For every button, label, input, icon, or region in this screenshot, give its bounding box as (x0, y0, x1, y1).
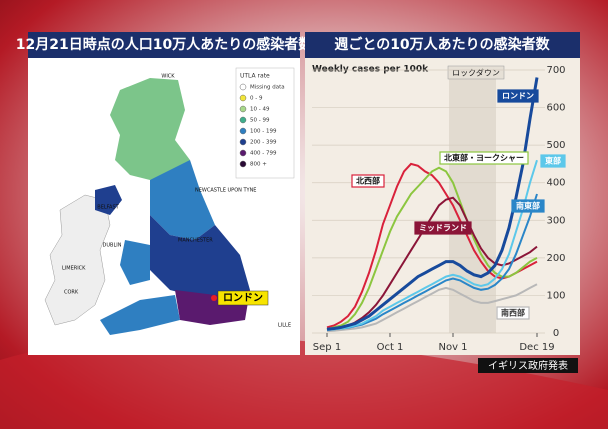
series-line (326, 77, 539, 331)
legend-label: 10 - 49 (250, 107, 270, 113)
y-tick-label: 500 (546, 140, 565, 151)
x-tick-label: Oct 1 (377, 342, 404, 353)
source-box (478, 358, 578, 373)
north-england (150, 160, 215, 240)
series-label-box (414, 221, 472, 235)
legend-swatch (239, 116, 247, 124)
x-tick-label: Nov 1 (438, 342, 467, 353)
plot: 0 100 200 300 400 500 600 700 Sep 1 Oct 1 Nov 1 Dec… (312, 65, 566, 353)
series-label: 北西部 (356, 176, 380, 186)
y-tick-label: 0 (553, 328, 559, 339)
place-label: LILLE (278, 323, 291, 329)
series-line (326, 166, 538, 331)
northern-ireland (95, 185, 122, 215)
series-label: 北東部・ヨークシャー (444, 153, 524, 163)
background-swoosh (0, 336, 608, 429)
series-label: ロンドン (502, 92, 534, 101)
series-label-box (540, 154, 566, 168)
legend-swatch (239, 94, 247, 102)
legend-label: 0 - 9 (250, 96, 263, 102)
annotation: ロックダウン (452, 68, 500, 78)
legend-label: Missing data (250, 85, 285, 91)
series-label: 南東部 (516, 201, 540, 211)
london-marker (211, 295, 217, 301)
map-legend: UTLA rate Missing data 0 - 9 10 - 49 50 - 9… (235, 67, 295, 179)
place-label: WICK (161, 74, 175, 80)
wales (120, 240, 150, 285)
y-tick-label: 600 (546, 103, 565, 114)
legend-label: 800 + (250, 162, 267, 168)
legend-swatch (239, 149, 247, 157)
legend-swatch (239, 83, 247, 91)
legend-swatch (239, 127, 247, 135)
annotation-box (447, 65, 505, 80)
y-tick-label: 700 (546, 65, 565, 76)
series-line (326, 196, 538, 331)
series-line (326, 193, 538, 331)
series-label-box (351, 174, 385, 188)
x-tick-label: Dec 19 (519, 342, 554, 353)
map: ロンドン WICK NEWCASTLE UPON TYNE BELFAST MANCH… (44, 74, 291, 335)
place-label: BELFAST (97, 205, 119, 211)
legend-swatch (239, 105, 247, 113)
map-title-bar (28, 32, 300, 58)
series-label-box (497, 89, 539, 103)
scotland (110, 78, 190, 180)
legend-swatch (239, 160, 247, 168)
callout-box (217, 290, 269, 306)
legend-swatch (239, 138, 247, 146)
chart-title: 週ごとの10万人あたりの感染者数 (334, 36, 550, 53)
y-tick-label: 300 (546, 215, 565, 226)
legend-title: UTLA rate (240, 73, 270, 80)
legend-label: 200 - 399 (250, 140, 277, 146)
y-tick-label: 200 (546, 253, 565, 264)
series-line (326, 159, 538, 331)
south-west (100, 295, 180, 335)
legend-label: 400 - 799 (250, 151, 277, 157)
legend-label: 100 - 199 (250, 129, 277, 135)
chart-subtitle: Weekly cases per 100k (312, 65, 429, 75)
series-label: ミッドランド (419, 224, 467, 233)
midlands (150, 215, 250, 300)
series-label-box (496, 306, 530, 320)
chart-title-bar (305, 32, 580, 58)
callout: ロンドン (223, 292, 263, 304)
y-tick-label: 100 (546, 290, 565, 301)
place-label: LIMERICK (62, 266, 86, 272)
series-label: 東部 (545, 156, 561, 166)
y-tick-label: 400 (546, 178, 565, 189)
series-label-box (511, 199, 545, 213)
series-label: 南西部 (501, 308, 525, 318)
place-label: DUBLIN (103, 243, 122, 249)
map-title: 12月21日時点の人口10万人あたりの感染者数 (16, 36, 313, 53)
legend-label: 50 - 99 (250, 118, 270, 124)
series-line (326, 283, 538, 333)
series-label-box (439, 151, 529, 165)
x-tick-label: Sep 1 (313, 342, 341, 353)
place-label: CORK (64, 290, 79, 296)
place-label: MANCHESTER (178, 238, 213, 244)
place-label: NEWCASTLE UPON TYNE (195, 188, 256, 194)
source: イギリス政府発表 (488, 359, 568, 372)
